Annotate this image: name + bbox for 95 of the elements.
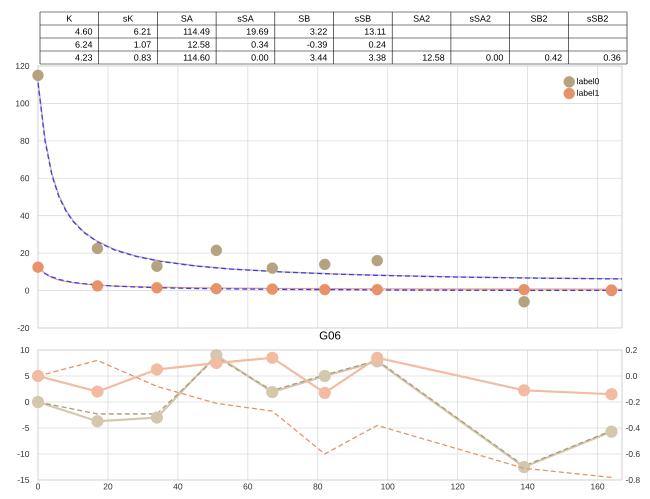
- point: [92, 242, 104, 254]
- point: [210, 356, 222, 370]
- point: [266, 386, 278, 398]
- point: [319, 258, 330, 270]
- point: [151, 260, 163, 272]
- y-tick-label: 100: [16, 100, 30, 106]
- y2-tick-label: -0.4: [626, 425, 640, 431]
- x-tick-label: 40: [173, 484, 182, 490]
- y-tick-label: 40: [20, 212, 30, 219]
- text: 0.42: [545, 54, 562, 61]
- text: SB2: [530, 15, 548, 22]
- text: 6.21: [134, 28, 151, 35]
- text: 19.69: [246, 28, 268, 35]
- point: [151, 282, 163, 294]
- text: 13.11: [364, 28, 386, 35]
- text: sK: [123, 15, 134, 22]
- y2-tick-label: 0.0: [626, 373, 637, 379]
- point: [91, 415, 104, 428]
- point: [372, 284, 383, 296]
- point: [150, 412, 163, 424]
- x-tick-label: 20: [104, 484, 112, 490]
- text: 0.34: [251, 41, 268, 48]
- point: [518, 296, 530, 308]
- y-tick-label: 10: [20, 347, 30, 353]
- chart-title: G06: [320, 331, 340, 340]
- point: [32, 396, 44, 408]
- point: [266, 283, 278, 295]
- text: sSB2: [587, 15, 608, 22]
- y-tick-label: -20: [18, 325, 30, 331]
- y-tick-label: 60: [20, 175, 30, 182]
- point: [266, 352, 278, 364]
- point: [266, 262, 278, 274]
- point: [210, 244, 222, 256]
- text: 1.07: [134, 41, 151, 48]
- point: [319, 284, 330, 296]
- point: [371, 352, 384, 364]
- x-tick-label: 120: [451, 484, 464, 490]
- y-tick-label: 0: [25, 399, 30, 405]
- point: [518, 384, 530, 396]
- text: K: [67, 15, 72, 22]
- point: [32, 70, 44, 82]
- y2-tick-label: -0.8: [626, 477, 640, 483]
- point: [605, 426, 618, 438]
- text: 3.38: [368, 54, 386, 61]
- point: [92, 280, 104, 292]
- point: [318, 386, 331, 399]
- text: 4.60: [75, 28, 92, 35]
- point: [150, 363, 163, 376]
- text: 0.83: [134, 54, 151, 61]
- y-tick-label: 0: [25, 288, 30, 294]
- legend-label: label1: [577, 90, 599, 96]
- text: 3.22: [310, 28, 327, 35]
- text: 0.36: [604, 54, 620, 61]
- text: 3.44: [310, 54, 328, 61]
- text: 12.58: [188, 41, 210, 48]
- y2-tick-label: 0.2: [626, 347, 637, 353]
- y-tick-label: -5: [22, 425, 30, 431]
- y2-tick-label: -0.6: [626, 451, 640, 457]
- x-tick-label: 140: [521, 484, 534, 490]
- y-tick-label: 120: [16, 63, 30, 69]
- text: 0.00: [251, 54, 268, 61]
- legend-label: label0: [577, 78, 599, 84]
- x-tick-label: 0: [36, 484, 40, 490]
- point: [605, 388, 618, 400]
- point: [518, 284, 530, 296]
- point: [32, 370, 44, 382]
- text: SB: [298, 15, 310, 22]
- x-tick-label: 80: [313, 484, 322, 490]
- point: [210, 283, 222, 294]
- text: 12.58: [422, 54, 444, 61]
- x-tick-label: 60: [244, 484, 252, 490]
- y-tick-label: -10: [18, 451, 30, 457]
- point: [32, 261, 44, 273]
- text: SA2: [414, 15, 430, 22]
- point: [91, 385, 104, 398]
- x-tick-label: 100: [381, 484, 394, 490]
- text: 0.00: [486, 54, 504, 61]
- y-tick-label: -15: [18, 477, 30, 483]
- text: sSA2: [470, 15, 490, 22]
- text: 4.23: [75, 54, 92, 61]
- y-tick-label: 20: [20, 250, 30, 256]
- text: -0.39: [307, 41, 327, 48]
- text: 6.24: [76, 41, 92, 48]
- text: SA: [181, 15, 193, 22]
- point: [372, 254, 383, 266]
- text: sSB: [354, 15, 371, 22]
- text: sSA: [238, 15, 254, 22]
- text: 114.60: [184, 54, 210, 61]
- x-tick-label: 160: [591, 484, 604, 490]
- text: 0.24: [368, 41, 386, 48]
- point: [318, 370, 331, 382]
- y-tick-label: 5: [25, 373, 30, 379]
- text: 114.49: [184, 28, 210, 35]
- y2-tick-label: -0.2: [626, 399, 640, 405]
- y-tick-label: 80: [20, 138, 30, 144]
